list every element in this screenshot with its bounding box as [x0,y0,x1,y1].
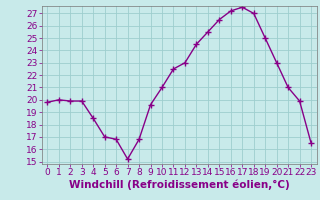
X-axis label: Windchill (Refroidissement éolien,°C): Windchill (Refroidissement éolien,°C) [69,180,290,190]
